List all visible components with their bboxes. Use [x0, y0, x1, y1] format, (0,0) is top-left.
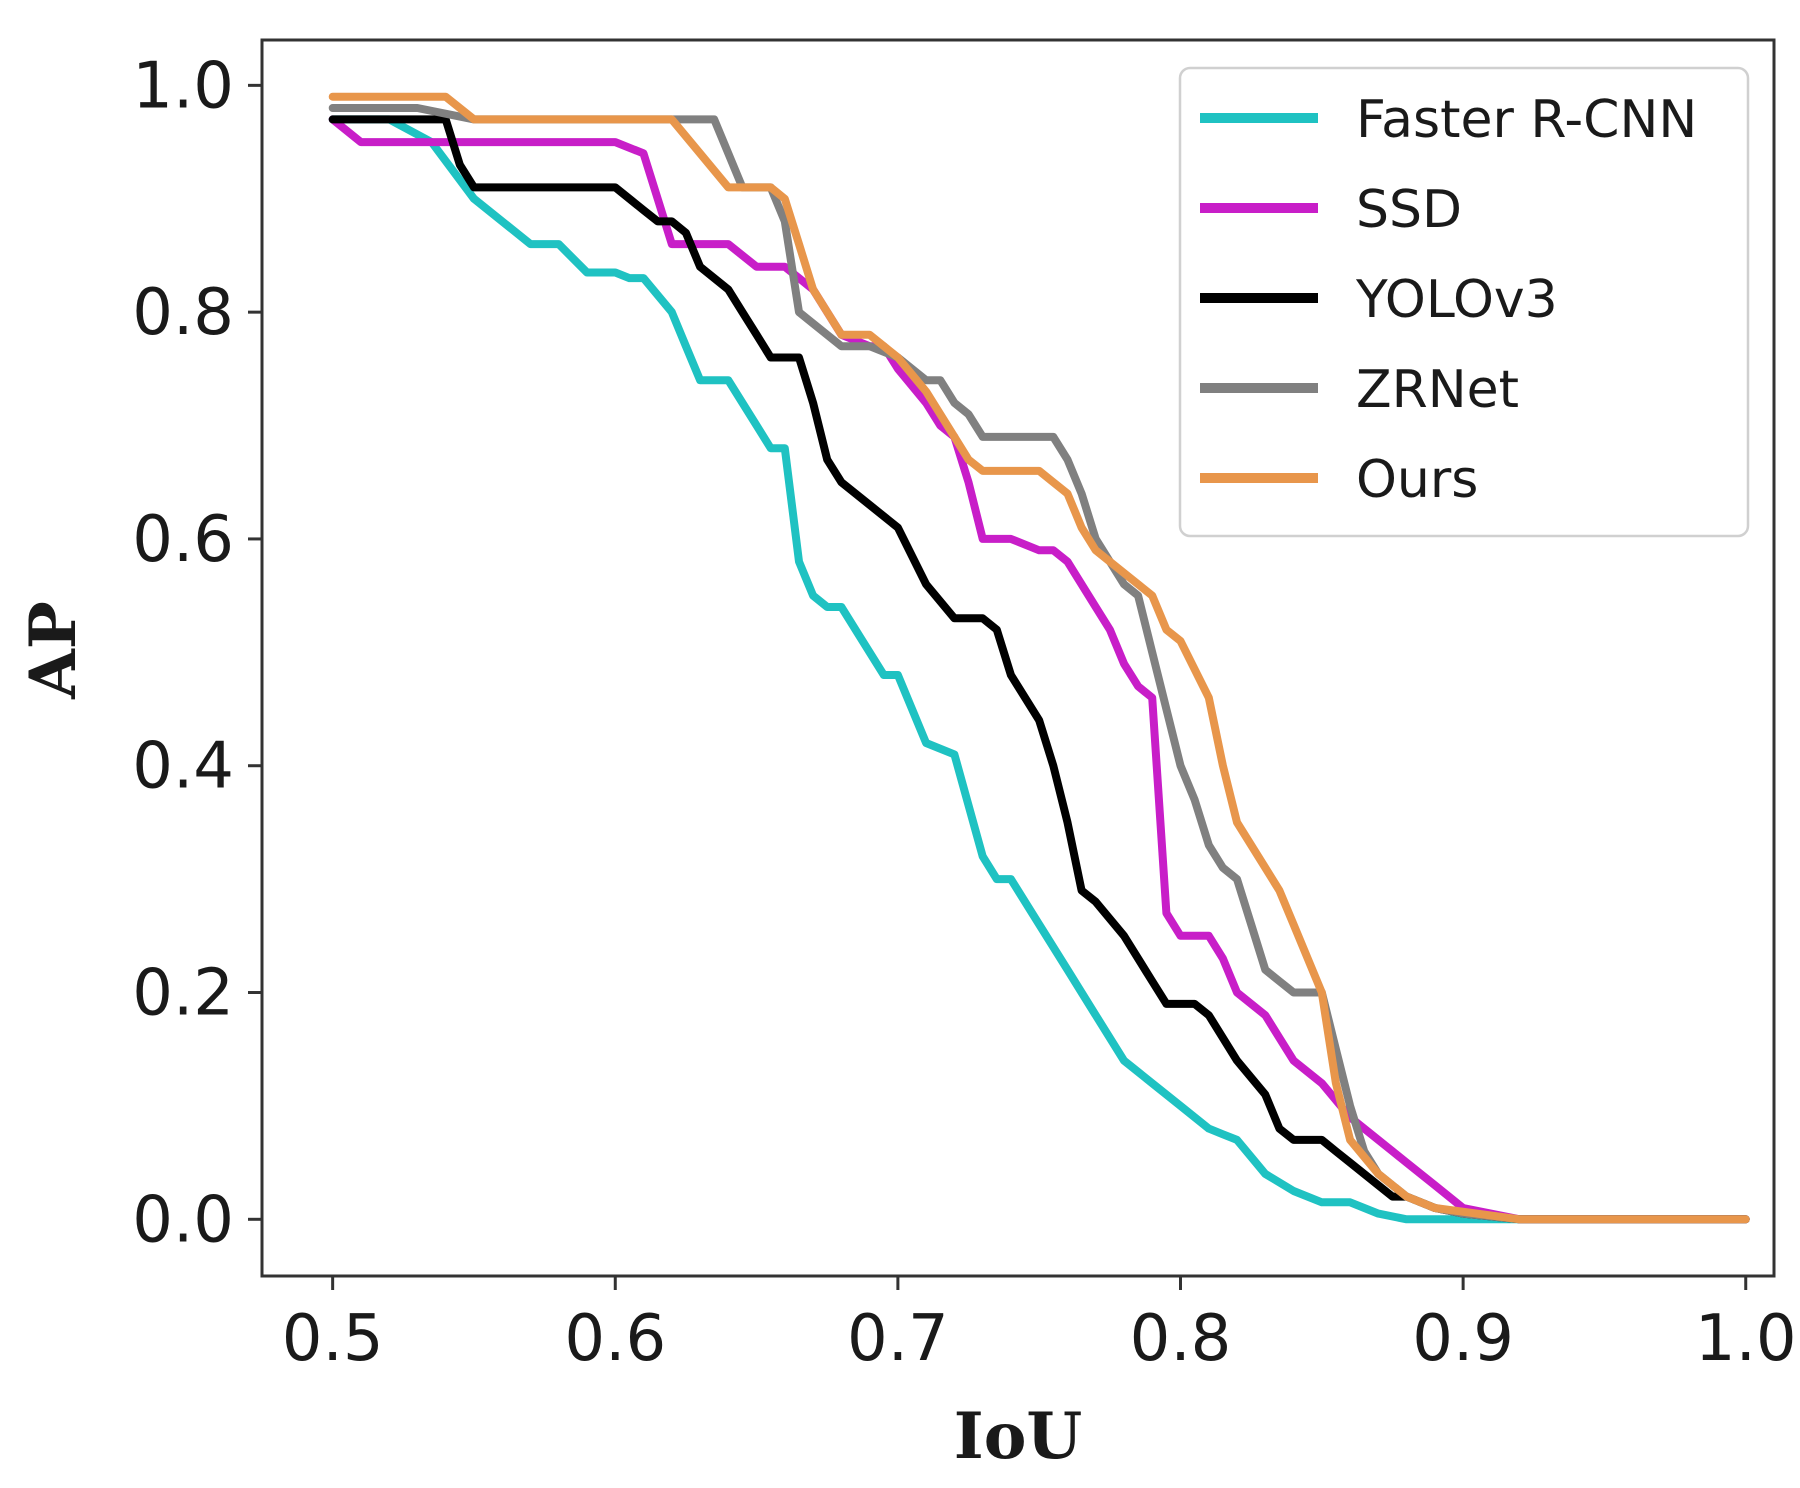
legend-label-zrnet: ZRNet — [1356, 360, 1519, 420]
series-line-faster-r-cnn — [328, 115, 1750, 1224]
plot-area-frame — [260, 38, 1776, 1278]
legend-label-faster-r-cnn: Faster R-CNN — [1356, 90, 1697, 150]
x-tick-label: 0.7 — [847, 1302, 949, 1376]
series-line-yolov3 — [328, 115, 1750, 1224]
series-layer — [328, 92, 1750, 1224]
x-axis: 0.5 0.6 0.7 0.8 0.9 1.0 — [282, 1276, 1797, 1376]
legend-label-ours: Ours — [1356, 450, 1478, 510]
x-tick-label: 1.0 — [1695, 1302, 1797, 1376]
y-tick-label: 0.2 — [132, 957, 234, 1031]
x-tick-label: 0.6 — [564, 1302, 666, 1376]
series-line-ours — [328, 92, 1750, 1224]
legend-box — [1178, 66, 1750, 538]
x-axis-title: IoU — [954, 1399, 1082, 1474]
y-tick-label: 1.0 — [132, 49, 234, 123]
legend: Faster R-CNN SSD YOLOv3 ZRNet Ours — [1178, 66, 1750, 538]
legend-label-yolov3: YOLOv3 — [1355, 270, 1558, 330]
legend-label-ssd: SSD — [1356, 180, 1462, 240]
y-tick-label: 0.8 — [132, 276, 234, 350]
y-tick-label: 0.6 — [132, 503, 234, 577]
y-axis: 0.0 0.2 0.4 0.6 0.8 1.0 — [132, 49, 262, 1257]
y-tick-label: 0.4 — [132, 730, 234, 804]
x-tick-label: 0.5 — [282, 1302, 384, 1376]
series-line-ssd — [328, 115, 1750, 1224]
y-axis-title: AP — [16, 601, 91, 700]
x-tick-label: 0.8 — [1130, 1302, 1232, 1376]
y-tick-label: 0.0 — [132, 1183, 234, 1257]
x-tick-label: 0.9 — [1412, 1302, 1514, 1376]
